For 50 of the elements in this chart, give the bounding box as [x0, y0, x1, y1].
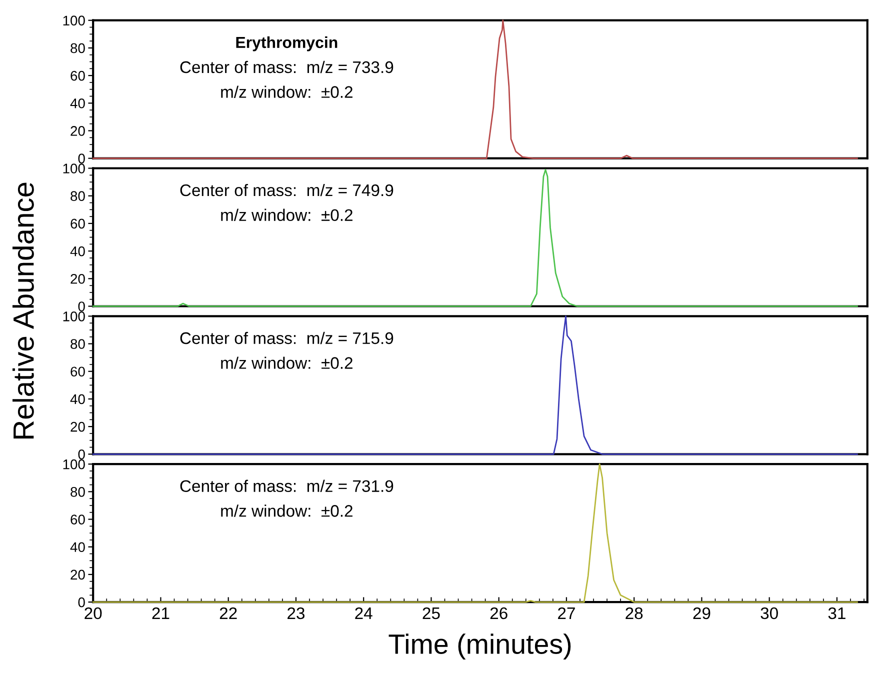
annotation: m/z window: ±0.2	[221, 504, 352, 517]
y-tick-label: 80	[70, 487, 85, 497]
y-tick-label: 20	[70, 126, 85, 136]
line-series	[92, 20, 858, 160]
x-tick-label: 27	[558, 607, 575, 620]
line-series	[92, 168, 858, 307]
y-tick-label: 100	[63, 312, 85, 322]
y-axis-title: Relative Abundance	[12, 182, 34, 439]
x-axis-title: Time (minutes)	[388, 634, 571, 660]
x-tick-label: 31	[828, 607, 846, 620]
y-tick-label: 80	[70, 339, 85, 349]
annotation: Center of mass: m/z = 731.9	[180, 480, 394, 492]
x-tick-label: 29	[693, 607, 710, 620]
x-tick-label: 22	[220, 607, 237, 620]
y-tick-label: 60	[70, 70, 85, 81]
x-tick-label: 30	[760, 607, 778, 620]
y-tick-label: 60	[70, 366, 85, 377]
y-tick-label: 60	[70, 514, 85, 524]
y-tick-label: 0	[78, 302, 85, 312]
x-tick-label: 26	[490, 607, 508, 620]
x-tick-label: 25	[422, 607, 440, 620]
annotation: Erythromycin	[236, 36, 338, 52]
y-tick-label: 20	[70, 570, 85, 580]
annotation: Center of mass: m/z = 749.9	[180, 184, 394, 196]
annotation: m/z window: ±0.2	[221, 356, 352, 369]
y-tick-label: 80	[70, 43, 85, 54]
annotation: Center of mass: m/z = 715.9	[180, 332, 394, 344]
y-tick-label: 0	[78, 597, 85, 608]
y-tick-label: 40	[70, 542, 85, 552]
y-tick-label: 100	[63, 16, 85, 26]
y-tick-label: 40	[70, 394, 85, 404]
x-tick-label: 21	[152, 607, 170, 620]
y-tick-label: 100	[63, 164, 85, 174]
x-tick-label: 24	[355, 607, 372, 620]
y-tick-label: 40	[70, 98, 85, 108]
annotation: Center of mass: m/z = 733.9	[180, 60, 394, 74]
y-tick-label: 20	[70, 274, 85, 284]
x-tick-label: 28	[626, 607, 643, 620]
y-tick-label: 0	[78, 154, 85, 164]
y-tick-label: 0	[78, 449, 85, 460]
annotation: m/z window: ±0.2	[221, 86, 352, 98]
y-tick-label: 40	[70, 246, 85, 256]
y-tick-label: 60	[70, 218, 85, 229]
y-tick-label: 100	[63, 459, 85, 470]
line-series	[92, 463, 858, 603]
line-series	[92, 315, 858, 455]
annotation: m/z window: ±0.2	[221, 208, 352, 222]
x-tick-label: 23	[288, 607, 304, 620]
y-tick-label: 80	[70, 191, 85, 202]
y-tick-label: 20	[70, 422, 85, 432]
